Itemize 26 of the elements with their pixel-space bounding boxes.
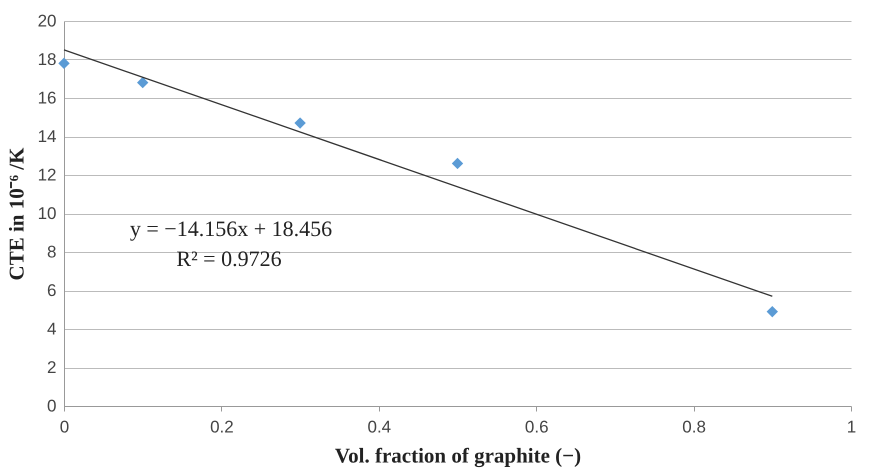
y-tick-label: 2 — [47, 358, 56, 377]
point — [294, 117, 306, 129]
x-tick-label: 0.2 — [210, 418, 234, 436]
point — [452, 158, 464, 170]
y-tick-label: 20 — [38, 12, 56, 30]
y-tick-label: 0 — [47, 396, 56, 416]
y-tick-label: 4 — [47, 320, 56, 338]
x-tick-label: 0.8 — [682, 418, 706, 436]
y-tick-label: 8 — [47, 242, 56, 262]
y-tick-label: 16 — [38, 88, 56, 108]
y-axis-title: CTE in 10⁻⁶ /K — [4, 146, 29, 280]
y-tick-label: 6 — [47, 281, 56, 300]
y-tick-label: 14 — [38, 127, 56, 146]
point — [137, 76, 148, 88]
x-tick-label: 0.4 — [367, 418, 392, 436]
y-tick-label: 12 — [38, 166, 56, 184]
x-tick-label: 0.6 — [524, 418, 549, 436]
annotation: y = −14.156x + 18.456 — [130, 216, 332, 241]
x-tick-label: 0 — [60, 418, 70, 436]
y-tick-label: 18 — [38, 50, 56, 69]
point — [766, 306, 778, 318]
y-tick-label: 10 — [38, 204, 56, 223]
point — [58, 58, 70, 70]
x-tick-label: 1 — [846, 418, 856, 436]
annotation: R² = 0.9726 — [176, 246, 282, 271]
x-axis-title: Vol. fraction of graphite (−) — [334, 444, 582, 468]
